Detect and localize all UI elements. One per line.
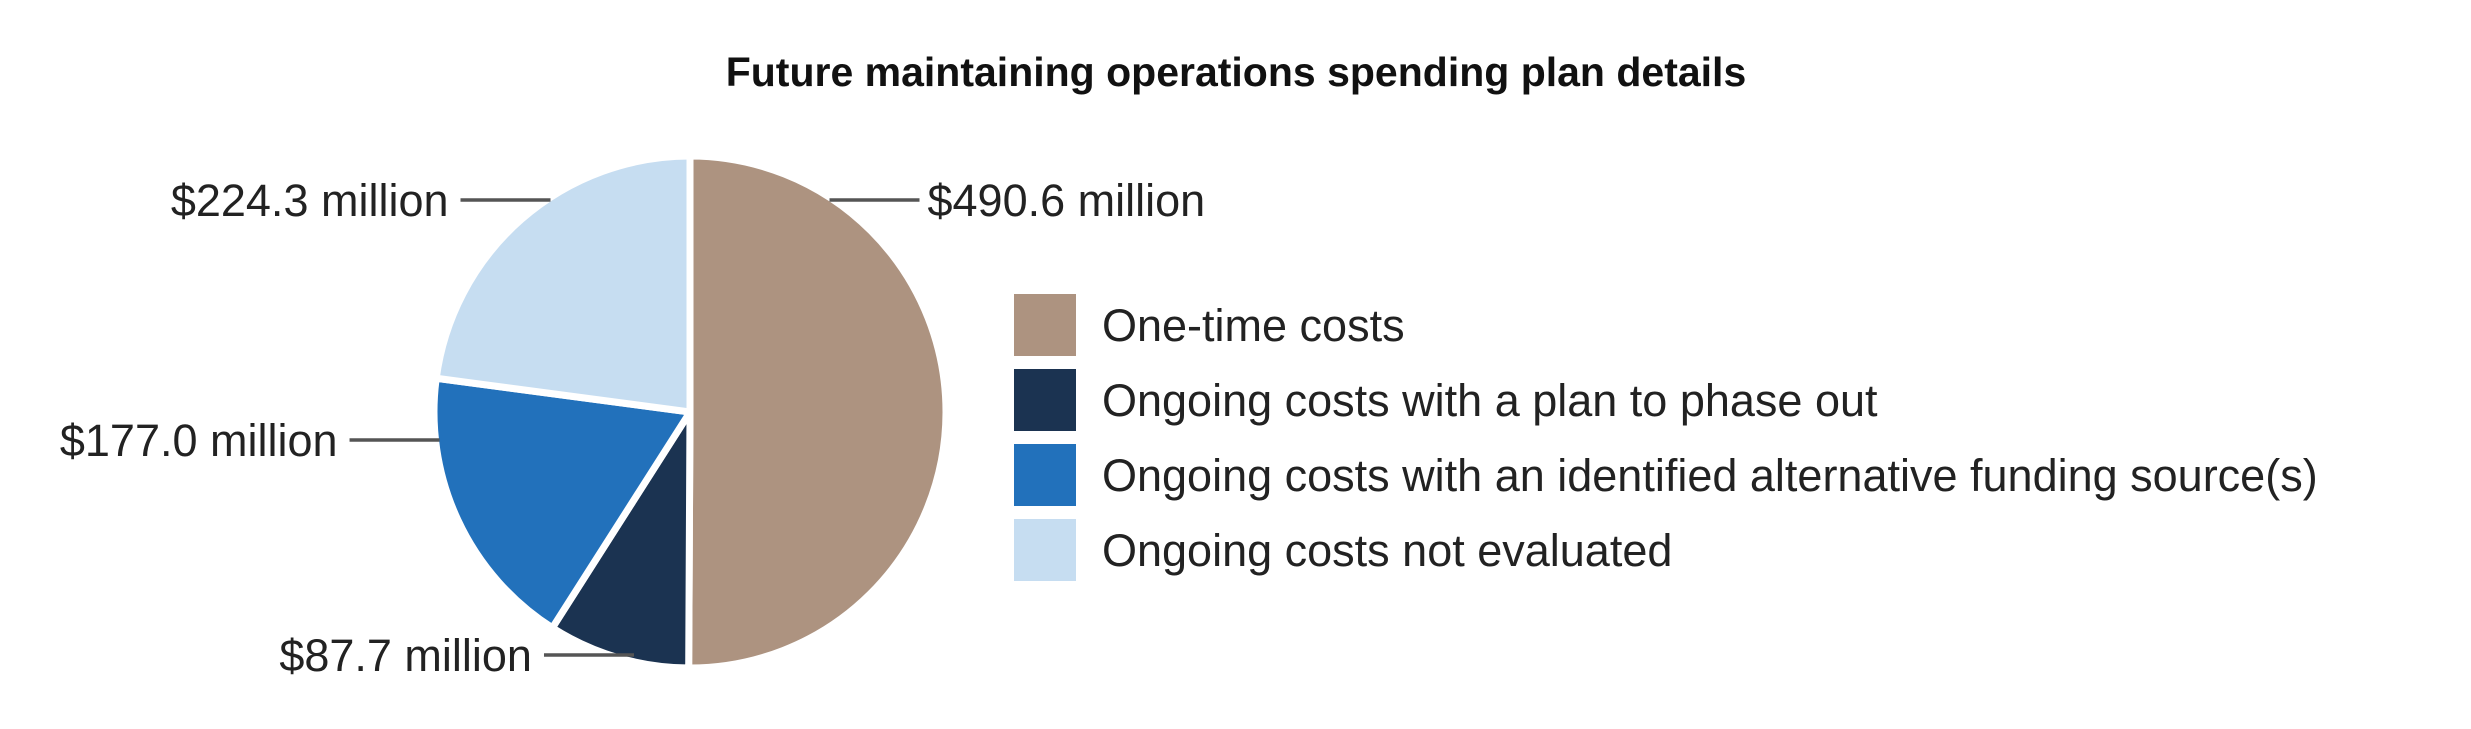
pie-slice-one-time-costs	[685, 152, 950, 672]
legend-swatch-ongoing-costs-not-evaluated	[1014, 519, 1076, 581]
legend: One-time costs Ongoing costs with a plan …	[1014, 294, 2318, 581]
pie-slices	[430, 152, 950, 672]
legend-swatch-ongoing-costs-with-an-identified-alternative-funding-source-s	[1014, 444, 1076, 506]
legend-label-ongoing-costs-with-an-identified-alternative-funding-source-s: Ongoing costs with an identified alterna…	[1102, 450, 2318, 501]
data-label-ongoing-costs-not-evaluated: $224.3 million	[171, 175, 449, 226]
data-label-one-time-costs: $490.6 million	[927, 175, 1205, 226]
pie-slice-ongoing-costs-with-a-plan-to-phase-out	[548, 408, 694, 672]
pie-slice-ongoing-costs-not-evaluated	[432, 152, 694, 416]
legend-label-ongoing-costs-not-evaluated: Ongoing costs not evaluated	[1102, 525, 1672, 576]
legend-swatch-one-time-costs	[1014, 294, 1076, 356]
leader-lines	[349, 198, 920, 657]
data-label-ongoing-costs-with-a-plan-to-phase-out: $87.7 million	[279, 630, 532, 681]
pie-slice-ongoing-costs-with-an-identified-alternative-funding-source-s	[430, 374, 694, 632]
data-labels: $490.6 million $87.7 million $177.0 millio…	[60, 175, 1205, 681]
chart-title: Future maintaining operations spending p…	[726, 49, 1747, 95]
legend-label-ongoing-costs-with-a-plan-to-phase-out: Ongoing costs with a plan to phase out	[1102, 375, 1878, 426]
data-label-ongoing-costs-with-an-identified-alternative-funding-source-s: $177.0 million	[60, 415, 338, 466]
legend-label-one-time-costs: One-time costs	[1102, 300, 1405, 351]
legend-swatch-ongoing-costs-with-a-plan-to-phase-out	[1014, 369, 1076, 431]
